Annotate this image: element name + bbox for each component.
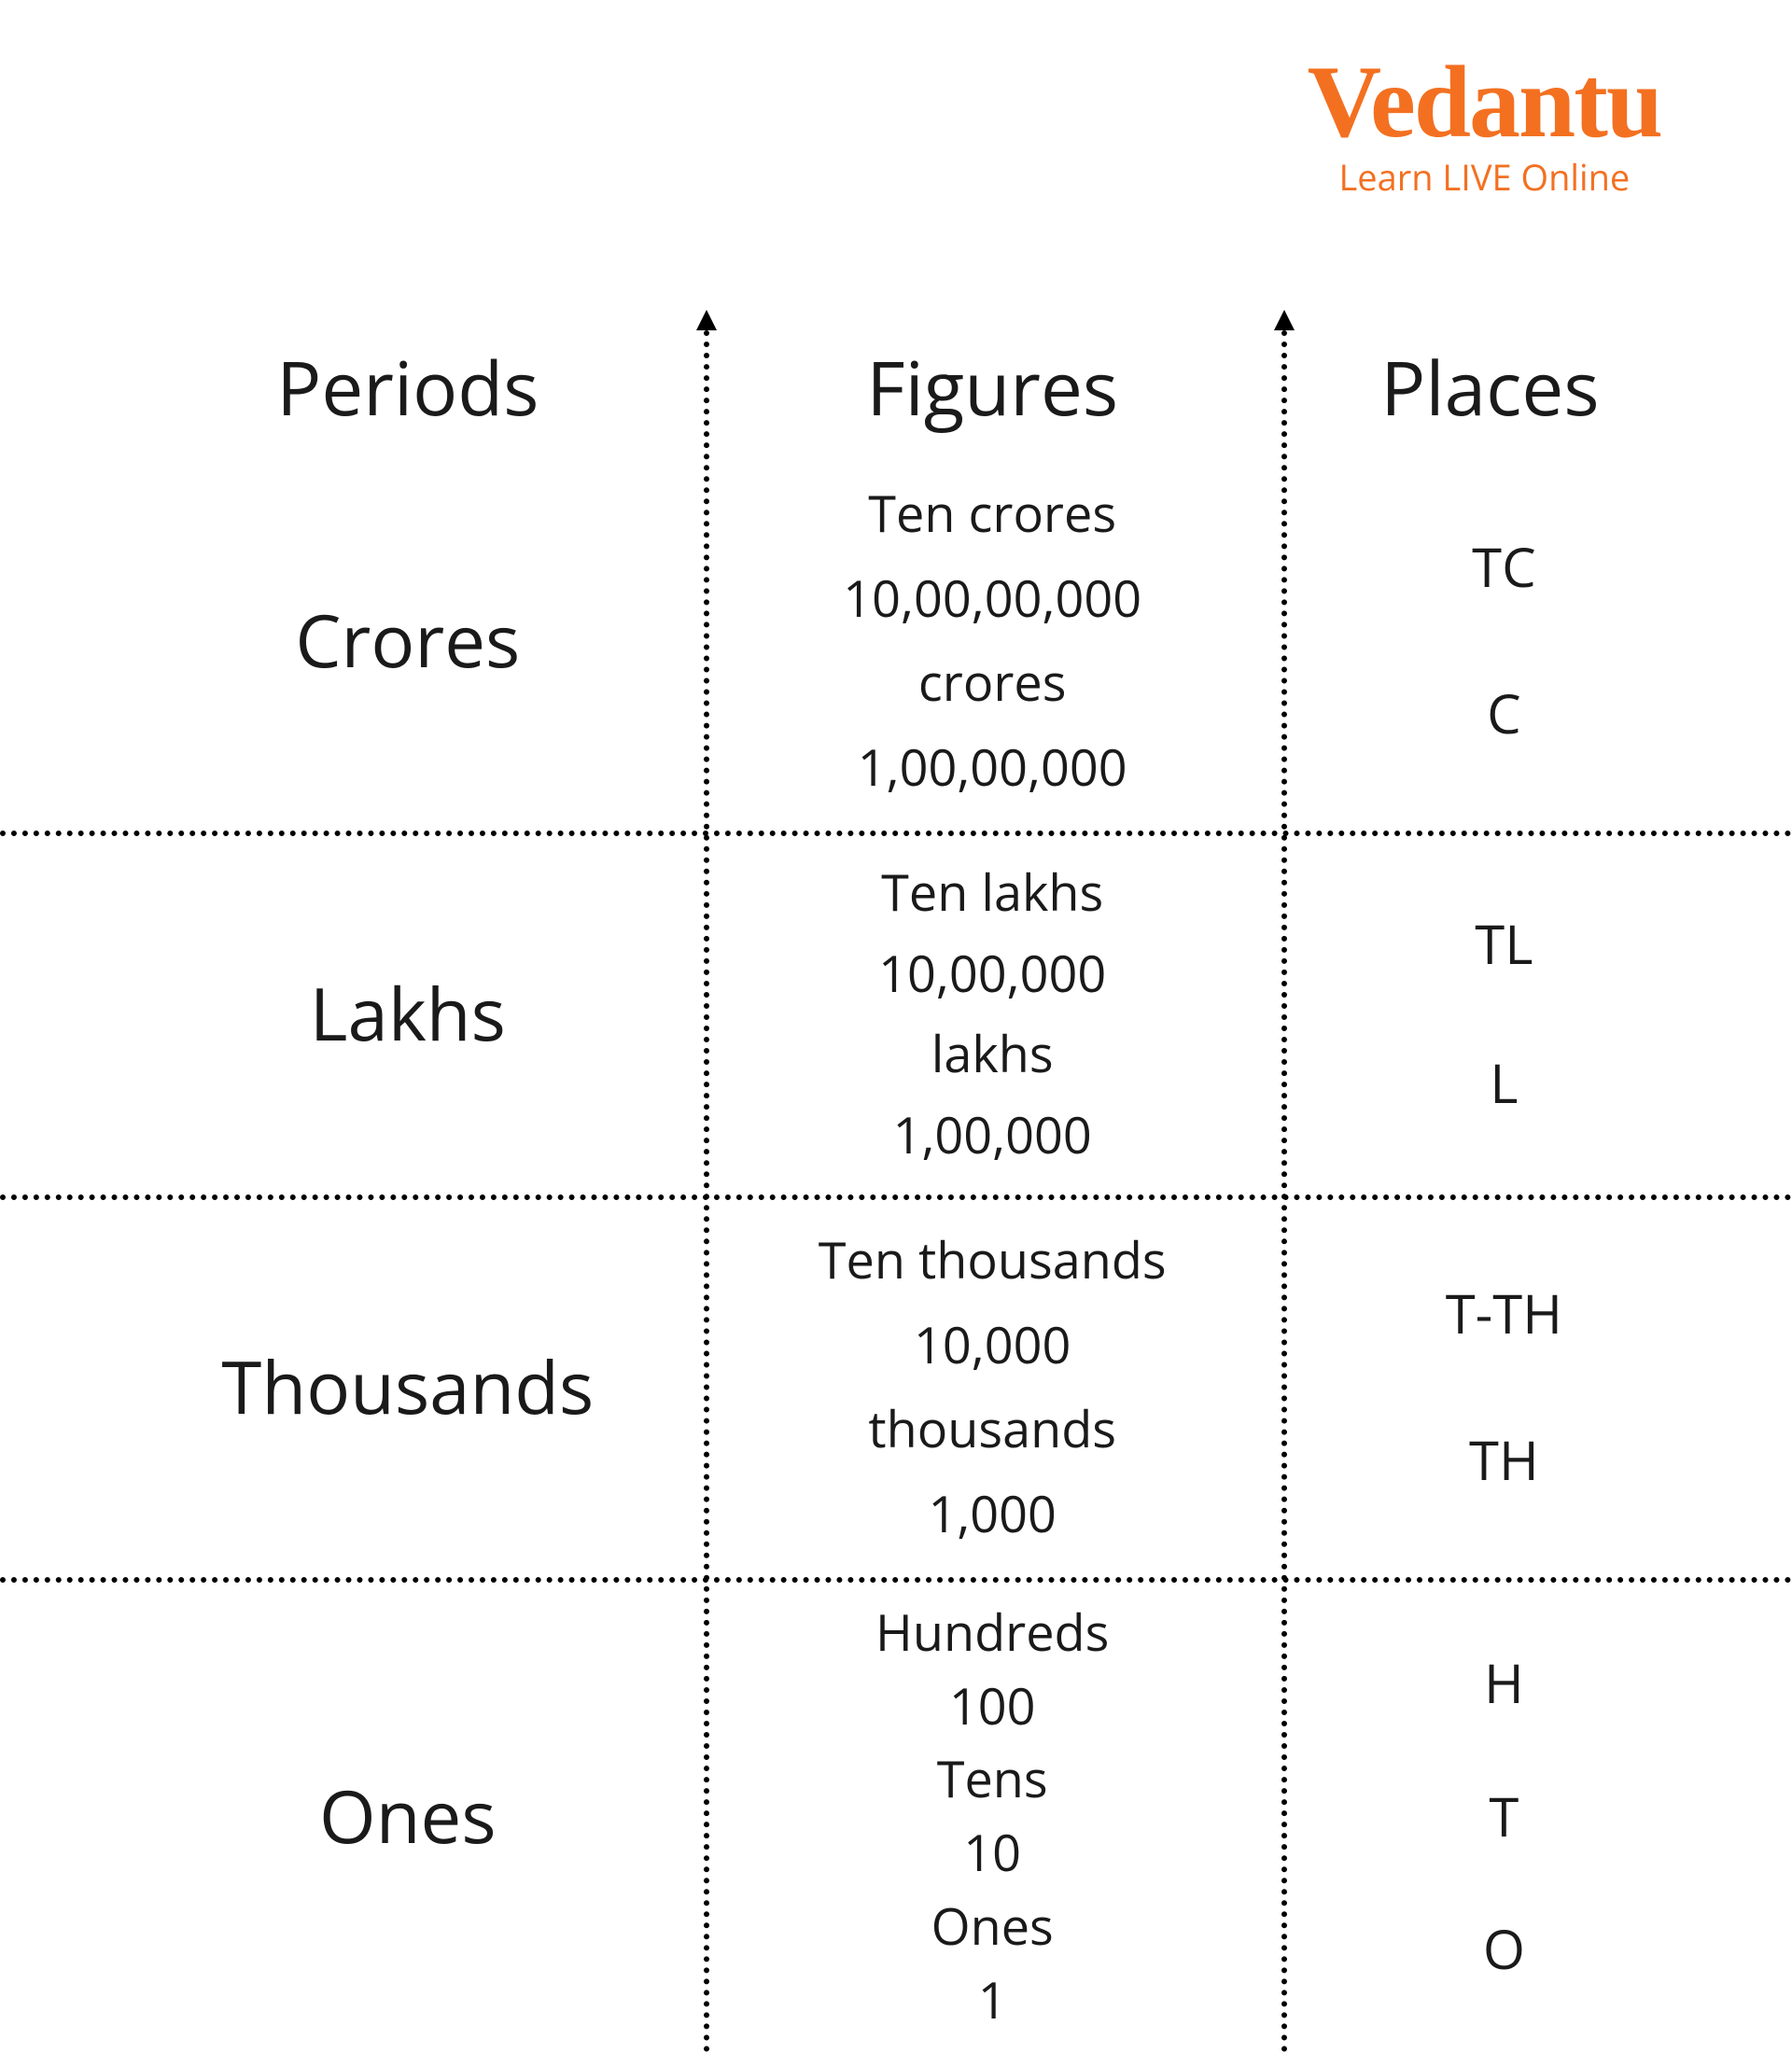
period-row: Thousands Ten thousands 10,000 thousands 1,0…	[93, 1194, 1699, 1577]
header-figures: Figures	[704, 336, 1281, 448]
figure-label: crores	[918, 652, 1067, 710]
place-abbr: T-TH	[1446, 1276, 1562, 1349]
figures-column: Hundreds 100 Tens 10 Ones 1	[704, 1577, 1281, 2053]
period-row: Crores Ten crores 10,00,00,000 crores 1,00,0…	[93, 448, 1699, 831]
figure-label: Ones	[931, 1896, 1054, 1954]
figure-value: 10	[963, 1823, 1021, 1880]
figure-label: Ten thousands	[819, 1230, 1167, 1288]
places-column: T-TH TH	[1281, 1194, 1699, 1577]
period-row: Lakhs Ten lakhs 10,00,000 lakhs 1,00,000 TL L	[93, 831, 1699, 1194]
places-column: TL L	[1281, 831, 1699, 1194]
figures-column: Ten lakhs 10,00,000 lakhs 1,00,000	[704, 831, 1281, 1194]
figure-label: Hundreds	[875, 1602, 1109, 1660]
place-abbr: H	[1484, 1645, 1524, 1719]
place-abbr: TL	[1475, 906, 1533, 980]
figure-value: 1,00,000	[893, 1105, 1092, 1163]
period-name: Ones	[93, 1577, 704, 2053]
figure-value: 1,00,00,000	[858, 737, 1127, 795]
figures-column: Ten crores 10,00,00,000 crores 1,00,00,000	[704, 448, 1281, 831]
header-row: Periods Figures Places	[93, 336, 1699, 448]
period-name: Lakhs	[93, 831, 704, 1194]
figure-value: 10,00,000	[878, 943, 1106, 1001]
figure-value: 10,000	[914, 1315, 1071, 1373]
figure-label: Ten crores	[868, 483, 1116, 541]
figure-label: lakhs	[931, 1024, 1054, 1082]
header-periods: Periods	[93, 336, 704, 448]
period-row: Ones Hundreds 100 Tens 10 Ones 1 HTO	[93, 1577, 1699, 2053]
brand-logo: Vedantu Learn LIVE Online	[1308, 56, 1661, 202]
place-abbr: T	[1489, 1779, 1519, 1852]
brand-name: Vedantu	[1308, 56, 1661, 148]
period-name: Thousands	[93, 1194, 704, 1577]
figure-label: thousands	[868, 1399, 1116, 1457]
figure-label: Ten lakhs	[881, 862, 1103, 920]
place-abbr: TC	[1472, 529, 1535, 603]
figure-label: Tens	[937, 1749, 1048, 1807]
place-abbr: TH	[1469, 1422, 1539, 1496]
header-places: Places	[1281, 336, 1699, 448]
places-column: HTO	[1281, 1577, 1699, 2053]
figure-value: 1,000	[928, 1484, 1056, 1542]
place-abbr: C	[1487, 676, 1521, 749]
place-abbr: O	[1483, 1911, 1525, 1985]
place-value-chart: Periods Figures Places Crores Ten crores 1…	[93, 336, 1699, 2053]
figure-value: 100	[949, 1676, 1036, 1734]
figure-value: 10,00,00,000	[843, 568, 1141, 626]
figure-value: 1	[978, 1970, 1007, 2028]
period-name: Crores	[93, 448, 704, 831]
place-abbr: L	[1490, 1045, 1518, 1119]
places-column: TC C	[1281, 448, 1699, 831]
figures-column: Ten thousands 10,000 thousands 1,000	[704, 1194, 1281, 1577]
brand-tagline: Learn LIVE Online	[1308, 153, 1661, 202]
